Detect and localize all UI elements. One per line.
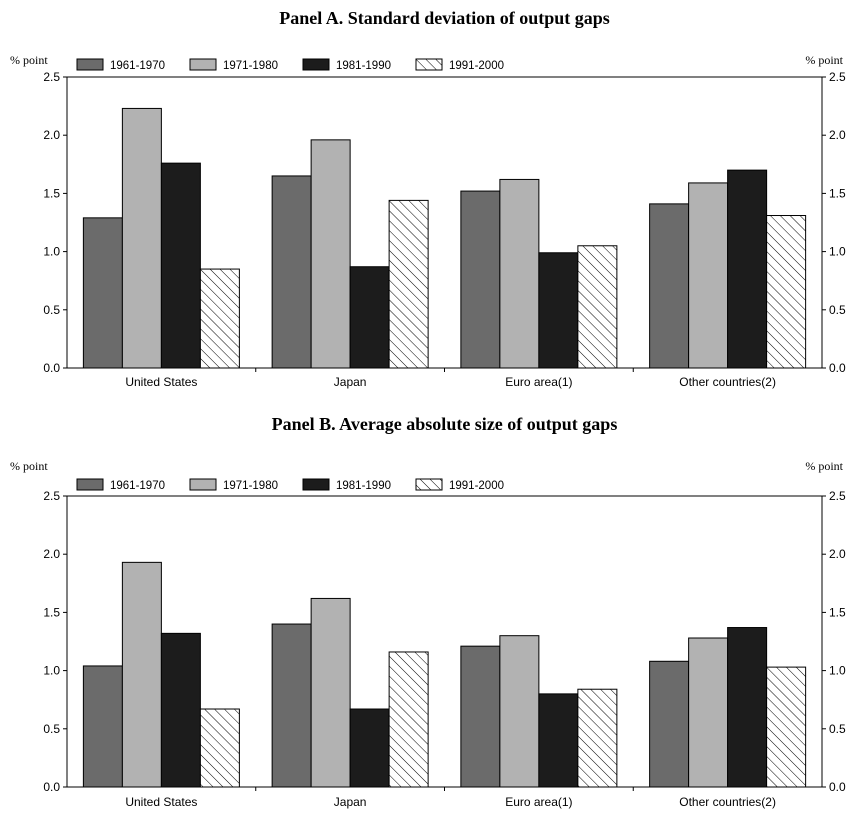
bar <box>199 708 240 788</box>
y-tick-label-right: 1.5 <box>829 605 846 619</box>
x-tick-label: Japan <box>334 375 367 389</box>
x-tick-label: Other countries(2) <box>679 795 776 809</box>
y-tick-label-right: 0.0 <box>829 780 846 794</box>
bar <box>460 645 501 788</box>
y-tick-label-left: 1.5 <box>43 605 60 619</box>
bar <box>121 561 162 788</box>
y-tick-label-left: 2.0 <box>43 547 60 561</box>
y-tick-label-left: 2.5 <box>43 70 60 84</box>
bar <box>727 627 768 788</box>
legend-swatch <box>302 478 330 491</box>
legend-swatch <box>189 478 217 491</box>
y-tick-label-left: 0.0 <box>43 361 60 375</box>
bar <box>688 637 729 788</box>
x-tick-label: Euro area(1) <box>505 795 572 809</box>
legend-label: 1991-2000 <box>449 480 504 492</box>
y-tick-label-right: 1.0 <box>829 245 846 259</box>
bar <box>727 169 768 369</box>
panel-b: Panel B. Average absolute size of output… <box>10 414 846 809</box>
bar <box>577 688 618 788</box>
y-tick-label-right: 2.0 <box>829 128 846 142</box>
legend-label: 1981-1990 <box>336 480 391 492</box>
y-tick-label-left: 1.5 <box>43 186 60 200</box>
legend-swatch <box>76 58 104 71</box>
y-tick-label-right: 0.5 <box>829 722 846 736</box>
y-tick-label-left: 2.0 <box>43 128 60 142</box>
bar <box>388 199 429 369</box>
bar <box>82 217 123 369</box>
bar <box>310 597 351 788</box>
bar <box>499 635 540 788</box>
bar <box>538 252 579 369</box>
x-tick-label: Other countries(2) <box>679 375 776 389</box>
y-tick-label-right: 1.0 <box>829 664 846 678</box>
bar <box>160 632 201 788</box>
bar <box>271 623 312 788</box>
y-tick-label-left: 1.0 <box>43 664 60 678</box>
bar <box>460 190 501 369</box>
y-tick-label-left: 0.5 <box>43 303 60 317</box>
y-axis-label-left: % point <box>10 459 48 473</box>
bar <box>271 175 312 369</box>
bar <box>388 651 429 788</box>
legend-label: 1971-1980 <box>223 60 278 72</box>
bar <box>577 245 618 369</box>
chart-title: Panel B. Average absolute size of output… <box>272 414 618 434</box>
legend-swatch <box>415 478 443 491</box>
y-tick-label-left: 1.0 <box>43 245 60 259</box>
y-tick-label-left: 0.5 <box>43 722 60 736</box>
legend-swatch <box>302 58 330 71</box>
y-tick-label-right: 2.5 <box>829 489 846 503</box>
y-tick-label-right: 2.5 <box>829 70 846 84</box>
bar <box>349 266 390 369</box>
y-axis-label-right: % point <box>805 459 843 473</box>
bar <box>499 178 540 369</box>
legend-label: 1991-2000 <box>449 60 504 72</box>
x-tick-label: Japan <box>334 795 367 809</box>
x-tick-label: United States <box>125 795 197 809</box>
legend-swatch <box>76 478 104 491</box>
bar <box>766 666 807 788</box>
bar <box>649 203 690 369</box>
legend-label: 1981-1990 <box>336 60 391 72</box>
legend-label: 1961-1970 <box>110 480 165 492</box>
x-tick-label: Euro area(1) <box>505 375 572 389</box>
chart-title: Panel A. Standard deviation of output ga… <box>279 8 610 28</box>
y-tick-label-right: 0.0 <box>829 361 846 375</box>
bar <box>688 182 729 369</box>
bar <box>82 665 123 788</box>
y-axis-label-left: % point <box>10 53 48 67</box>
y-axis-label-right: % point <box>805 53 843 67</box>
x-tick-label: United States <box>125 375 197 389</box>
y-tick-label-right: 2.0 <box>829 547 846 561</box>
legend-label: 1961-1970 <box>110 60 165 72</box>
y-tick-label-left: 0.0 <box>43 780 60 794</box>
bar <box>649 660 690 788</box>
y-tick-label-left: 2.5 <box>43 489 60 503</box>
bar <box>766 215 807 369</box>
y-tick-label-right: 0.5 <box>829 303 846 317</box>
bar <box>310 139 351 369</box>
legend-label: 1971-1980 <box>223 480 278 492</box>
y-tick-label-right: 1.5 <box>829 186 846 200</box>
panel-a: Panel A. Standard deviation of output ga… <box>10 8 846 389</box>
bar <box>199 268 240 369</box>
legend-swatch <box>189 58 217 71</box>
bar <box>349 708 390 788</box>
bar <box>538 693 579 788</box>
bar <box>160 162 201 369</box>
bar <box>121 107 162 369</box>
legend-swatch <box>415 58 443 71</box>
